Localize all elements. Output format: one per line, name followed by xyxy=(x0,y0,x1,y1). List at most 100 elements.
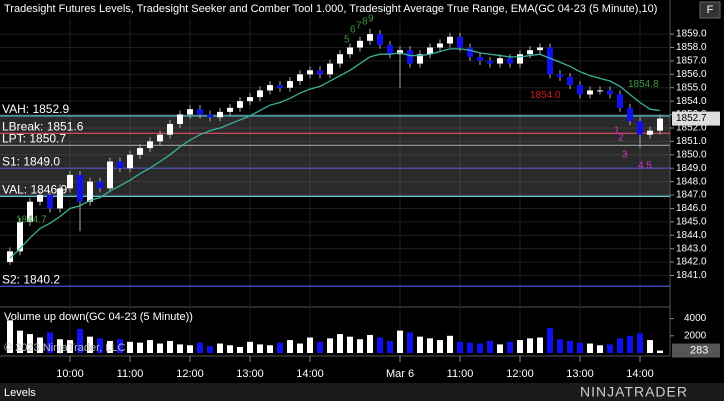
candle-body xyxy=(257,90,263,98)
volume-bar xyxy=(477,343,483,353)
volume-bar xyxy=(547,328,553,353)
volume-bar xyxy=(167,340,173,353)
y-tick-label: 1857.0 xyxy=(676,56,707,67)
volume-bar xyxy=(597,345,603,353)
volume-bar xyxy=(537,337,543,353)
candle-body xyxy=(317,70,323,75)
chart-title: Tradesight Futures Levels, Tradesight Se… xyxy=(4,3,657,15)
volume-bar xyxy=(37,337,43,353)
button[interactable] xyxy=(699,1,721,19)
volume-bar xyxy=(17,330,23,353)
candle-body xyxy=(637,121,643,135)
candle-body xyxy=(7,251,13,263)
volume-bar xyxy=(207,346,213,353)
tab[interactable]: Levels xyxy=(4,387,36,399)
volume-bar xyxy=(177,344,183,353)
volume-bar xyxy=(287,340,293,353)
wave-label: 6 xyxy=(350,25,356,36)
volume-bar xyxy=(577,342,583,353)
x-tick-label: 12:00 xyxy=(176,368,204,380)
wave-label: 4 5 xyxy=(638,161,652,172)
candle-body xyxy=(37,195,43,202)
x-tick-label: 13:00 xyxy=(236,368,264,380)
tab-strip xyxy=(0,383,724,401)
volume-bar xyxy=(247,341,253,353)
volume-title: Volume up down(GC 04-23 (5 Minute)) xyxy=(4,311,193,323)
wave-label: 8 xyxy=(362,17,368,28)
volume-bar xyxy=(457,341,463,353)
annotation: 1854.0 xyxy=(530,90,561,101)
candle-body xyxy=(417,54,423,64)
candle-body xyxy=(87,181,93,202)
candle-body xyxy=(197,109,203,115)
candle-body xyxy=(557,74,563,78)
candle-body xyxy=(617,94,623,108)
candle-body xyxy=(307,70,313,75)
annotation: 1854.8 xyxy=(628,79,659,90)
candle-body xyxy=(127,154,133,169)
y-tick-label: 1848.0 xyxy=(676,176,707,187)
candle-body xyxy=(347,47,353,55)
y-tick-label: 1859.0 xyxy=(676,29,707,40)
annotation: 1844.7 xyxy=(16,215,47,226)
candle-body xyxy=(657,118,663,131)
volume-bar xyxy=(137,342,143,353)
volume-bar xyxy=(567,340,573,353)
volume-bar xyxy=(27,334,33,353)
candle-body xyxy=(77,174,83,202)
volume-bar xyxy=(317,341,323,353)
volume-bar xyxy=(557,339,563,353)
volume-bar xyxy=(657,350,663,353)
volume-bar xyxy=(197,342,203,353)
candle-body xyxy=(567,77,573,86)
volume-last-box xyxy=(672,343,720,358)
candle-body xyxy=(357,40,363,48)
candle-body xyxy=(527,50,533,55)
volume-bar xyxy=(367,334,373,353)
copyright: © 2023 NinjaTrader, LLC xyxy=(4,342,125,354)
volume-bar xyxy=(7,320,13,353)
volume-bar xyxy=(107,340,113,353)
candle-body xyxy=(247,97,253,102)
candle-body xyxy=(207,114,213,118)
volume-bar xyxy=(267,345,273,353)
level-label: VAL: 1846.9 xyxy=(2,183,67,197)
y-tick-label: 1843.0 xyxy=(676,243,707,254)
volume-bar xyxy=(117,339,123,353)
x-tick-label: 11:00 xyxy=(117,368,144,380)
volume-bar xyxy=(497,344,503,353)
candle-body xyxy=(467,47,473,57)
level-label: LPT: 1850.7 xyxy=(2,132,66,146)
candle-body xyxy=(187,109,193,115)
y-tick-label: 4000 xyxy=(684,313,707,324)
candle-body xyxy=(497,58,503,64)
y-tick-label: 1856.0 xyxy=(676,69,707,80)
y-tick-label: 1850.0 xyxy=(676,149,707,160)
button-label[interactable]: F xyxy=(707,4,714,16)
volume-bar xyxy=(387,340,393,353)
candle-body xyxy=(387,44,393,55)
candle-body xyxy=(287,81,293,88)
volume-bar xyxy=(157,343,163,353)
volume-bar xyxy=(337,334,343,353)
candle-body xyxy=(97,181,103,189)
y-tick-label: 1841.0 xyxy=(676,270,707,281)
volume-bar xyxy=(217,343,223,353)
candle-body xyxy=(57,188,63,209)
candle-body xyxy=(547,47,553,75)
candle-body xyxy=(27,201,33,222)
volume-bar xyxy=(377,337,383,353)
volume-last-label: 283 xyxy=(690,344,708,356)
candle-body xyxy=(477,56,483,61)
volume-bar xyxy=(487,340,493,353)
volume-bar xyxy=(517,340,523,353)
volume-bar xyxy=(257,344,263,353)
candle-body xyxy=(47,195,53,209)
candle-body xyxy=(627,107,633,122)
volume-bar xyxy=(187,345,193,353)
wave-label: 9 xyxy=(368,14,374,25)
candle-body xyxy=(507,58,513,64)
candle-body xyxy=(117,161,123,169)
y-tick-label: 1846.0 xyxy=(676,203,707,214)
candle-body xyxy=(167,123,173,135)
